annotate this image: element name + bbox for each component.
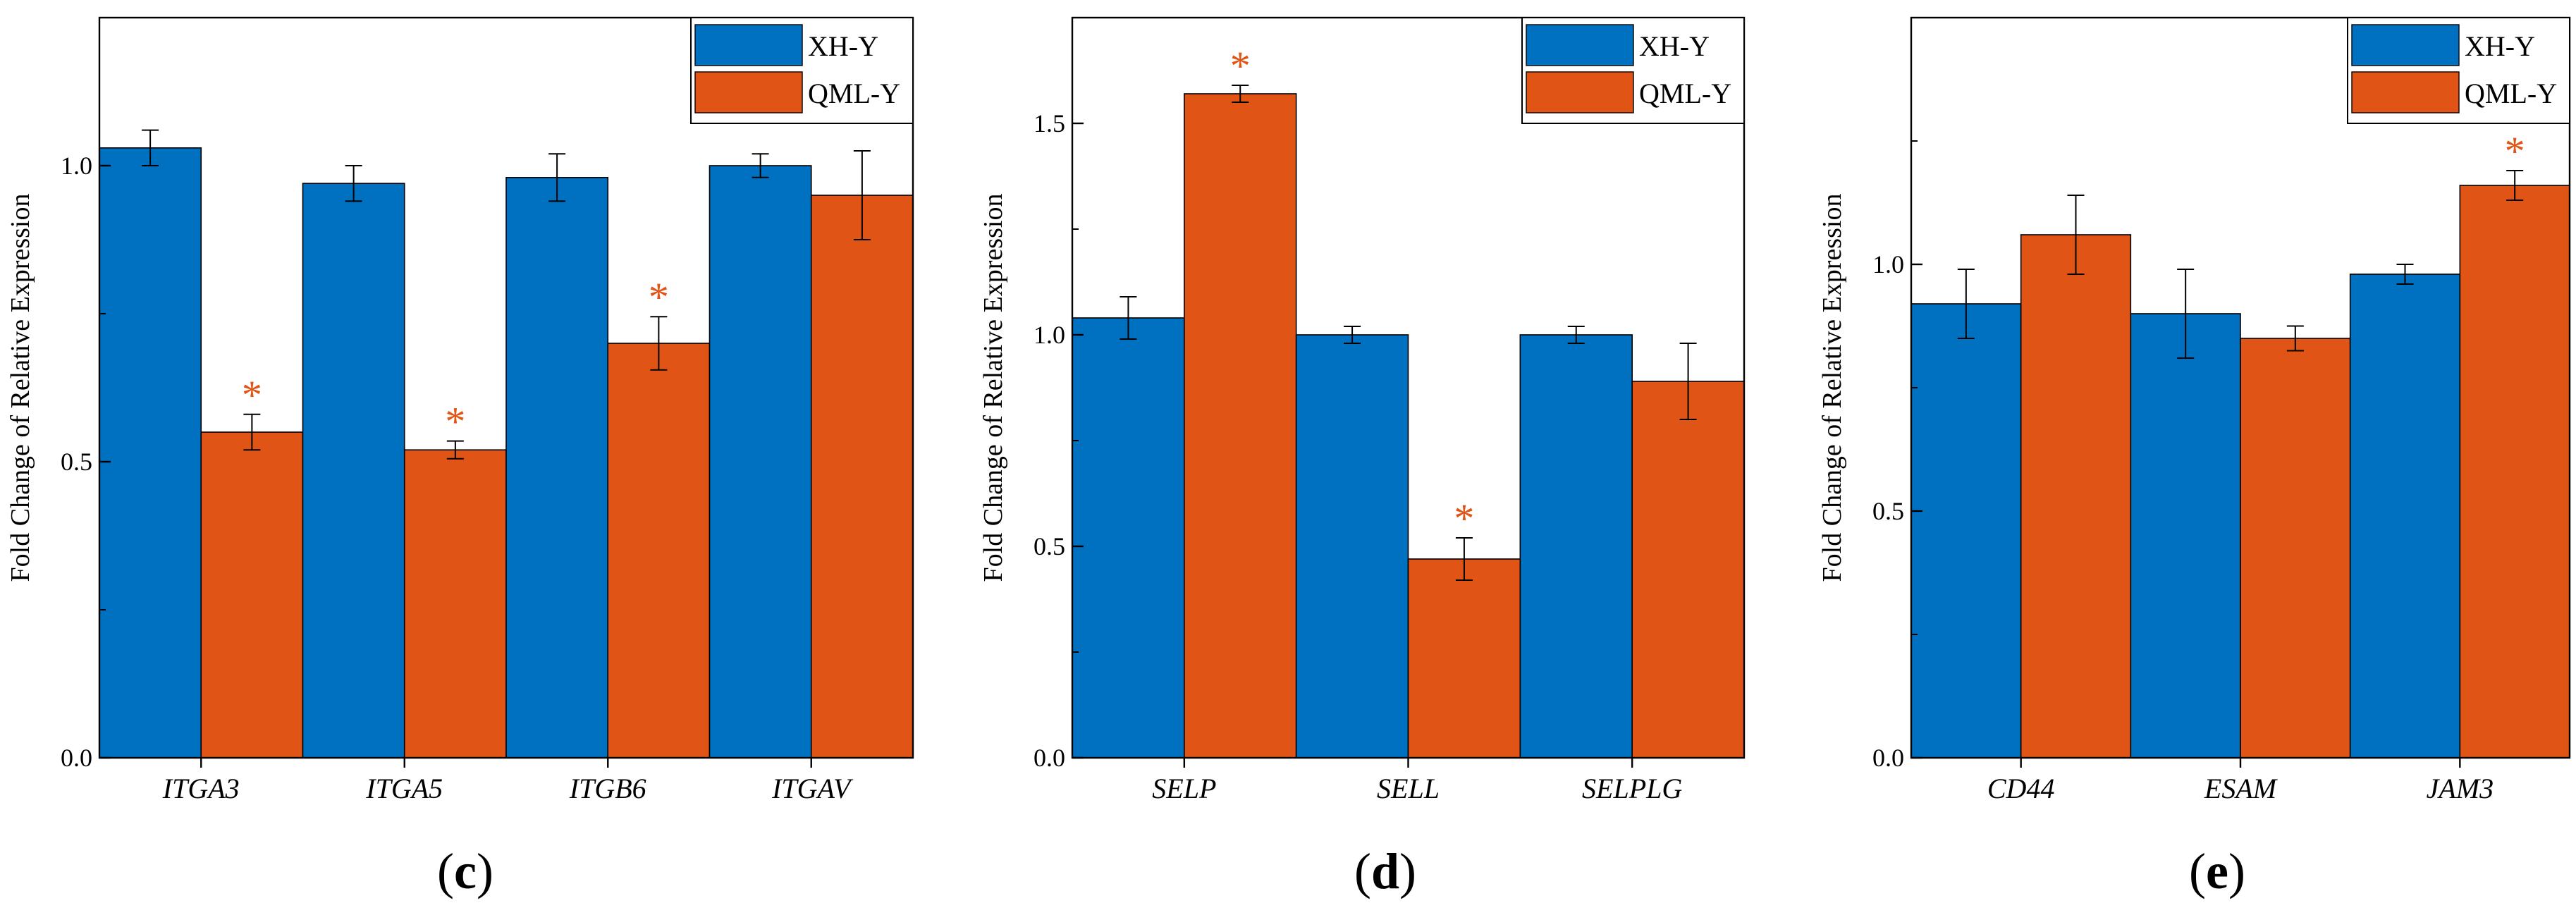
- bar-qml-y-itgav: [810, 195, 914, 759]
- bar-xh-y-itga5: [302, 183, 405, 759]
- x-tick-label-selp: SELP: [1152, 773, 1216, 804]
- chart-panel-1: * * * 0.0 0.5 1.0 ITGA3 ITGA5 ITGB6 ITGAV Fold Cha…: [6, 16, 914, 899]
- bar-xh-y-itga3: [99, 147, 202, 759]
- legend-swatch-qml-y: [1526, 71, 1634, 113]
- significance-star: *: [1230, 43, 1251, 89]
- bar-xh-y-itgb6: [505, 177, 609, 759]
- y-axis-label: Fold Change of Relative Expression: [1817, 194, 1847, 582]
- legend-label-qml-y: QML-Y: [2465, 78, 2557, 109]
- legend-label-xh-y: XH-Y: [1639, 30, 1710, 62]
- y-tick-label: 0.0: [1034, 744, 1065, 772]
- x-tick-label-jam3: JAM3: [2427, 773, 2494, 804]
- panel-label: (e): [2189, 843, 2245, 899]
- significance-star: *: [445, 399, 465, 445]
- legend-swatch-qml-y: [694, 71, 803, 113]
- legend-label-qml-y: QML-Y: [808, 78, 900, 109]
- legend-label-qml-y: QML-Y: [1639, 78, 1731, 109]
- y-tick-label: 0.5: [1034, 532, 1065, 560]
- bar-xh-y-sell: [1295, 334, 1409, 759]
- bar-qml-y-jam3: [2459, 185, 2570, 759]
- legend-label-xh-y: XH-Y: [808, 30, 878, 62]
- significance-star: *: [2505, 128, 2525, 174]
- legend-swatch-xh-y: [1526, 24, 1634, 66]
- significance-star: *: [242, 372, 262, 418]
- bar-xh-y-cd44: [1910, 303, 2022, 759]
- legend-label-xh-y: XH-Y: [2465, 30, 2535, 62]
- y-tick-label: 1.0: [1872, 250, 1904, 278]
- significance-star: *: [649, 274, 669, 320]
- y-tick-label: 0.0: [61, 744, 92, 772]
- x-tick-label-sell: SELL: [1377, 773, 1440, 804]
- bar-qml-y-esam: [2240, 338, 2351, 759]
- bar-qml-y-itga5: [403, 449, 507, 759]
- bar-xh-y-selp: [1072, 317, 1185, 759]
- x-tick-label-selplg: SELPLG: [1582, 773, 1682, 804]
- legend-swatch-xh-y: [2351, 24, 2460, 66]
- x-tick-label-itga3: ITGA3: [162, 773, 240, 804]
- chart-panel-3: * 0.0 0.5 1.0 CD44 ESAM JAM3 Fold Change of Rel…: [1817, 16, 2571, 899]
- bar-qml-y-selp: [1184, 93, 1297, 759]
- bar-xh-y-itgav: [709, 165, 812, 759]
- x-tick-label-cd44: CD44: [1987, 773, 2055, 804]
- bar-xh-y-selplg: [1519, 334, 1633, 759]
- y-tick-label: 1.0: [1034, 321, 1065, 349]
- panel-label: (d): [1354, 843, 1416, 899]
- significance-star: *: [1454, 496, 1474, 541]
- bar-qml-y-selplg: [1631, 381, 1745, 759]
- x-tick-label-esam: ESAM: [2204, 773, 2278, 804]
- legend-swatch-qml-y: [2351, 71, 2460, 113]
- x-tick-label-itga5: ITGA5: [365, 773, 443, 804]
- x-tick-label-itgav: ITGAV: [771, 773, 854, 804]
- legend-swatch-xh-y: [694, 24, 803, 66]
- bar-qml-y-sell: [1407, 558, 1521, 759]
- bar-xh-y-jam3: [2349, 274, 2461, 759]
- bar-xh-y-esam: [2130, 313, 2241, 759]
- x-tick-label-itgb6: ITGB6: [569, 773, 646, 804]
- plot-frame: [98, 16, 914, 759]
- panel-label: (c): [437, 843, 493, 899]
- bar-qml-y-itgb6: [607, 343, 711, 759]
- y-tick-label: 1.0: [61, 152, 92, 180]
- y-tick-label: 0.5: [61, 448, 92, 476]
- y-axis-label: Fold Change of Relative Expression: [6, 194, 35, 582]
- chart-panel-2: * * 0.0 0.5 1.0 1.5 SELP SELL SELPLG Fold Change …: [979, 16, 1746, 899]
- y-tick-label: 1.5: [1034, 109, 1065, 137]
- y-tick-label: 0.5: [1872, 497, 1904, 525]
- bar-qml-y-cd44: [2020, 234, 2132, 759]
- bar-qml-y-itga3: [200, 431, 304, 759]
- y-tick-label: 0.0: [1872, 744, 1904, 772]
- y-axis-label: Fold Change of Relative Expression: [979, 194, 1008, 582]
